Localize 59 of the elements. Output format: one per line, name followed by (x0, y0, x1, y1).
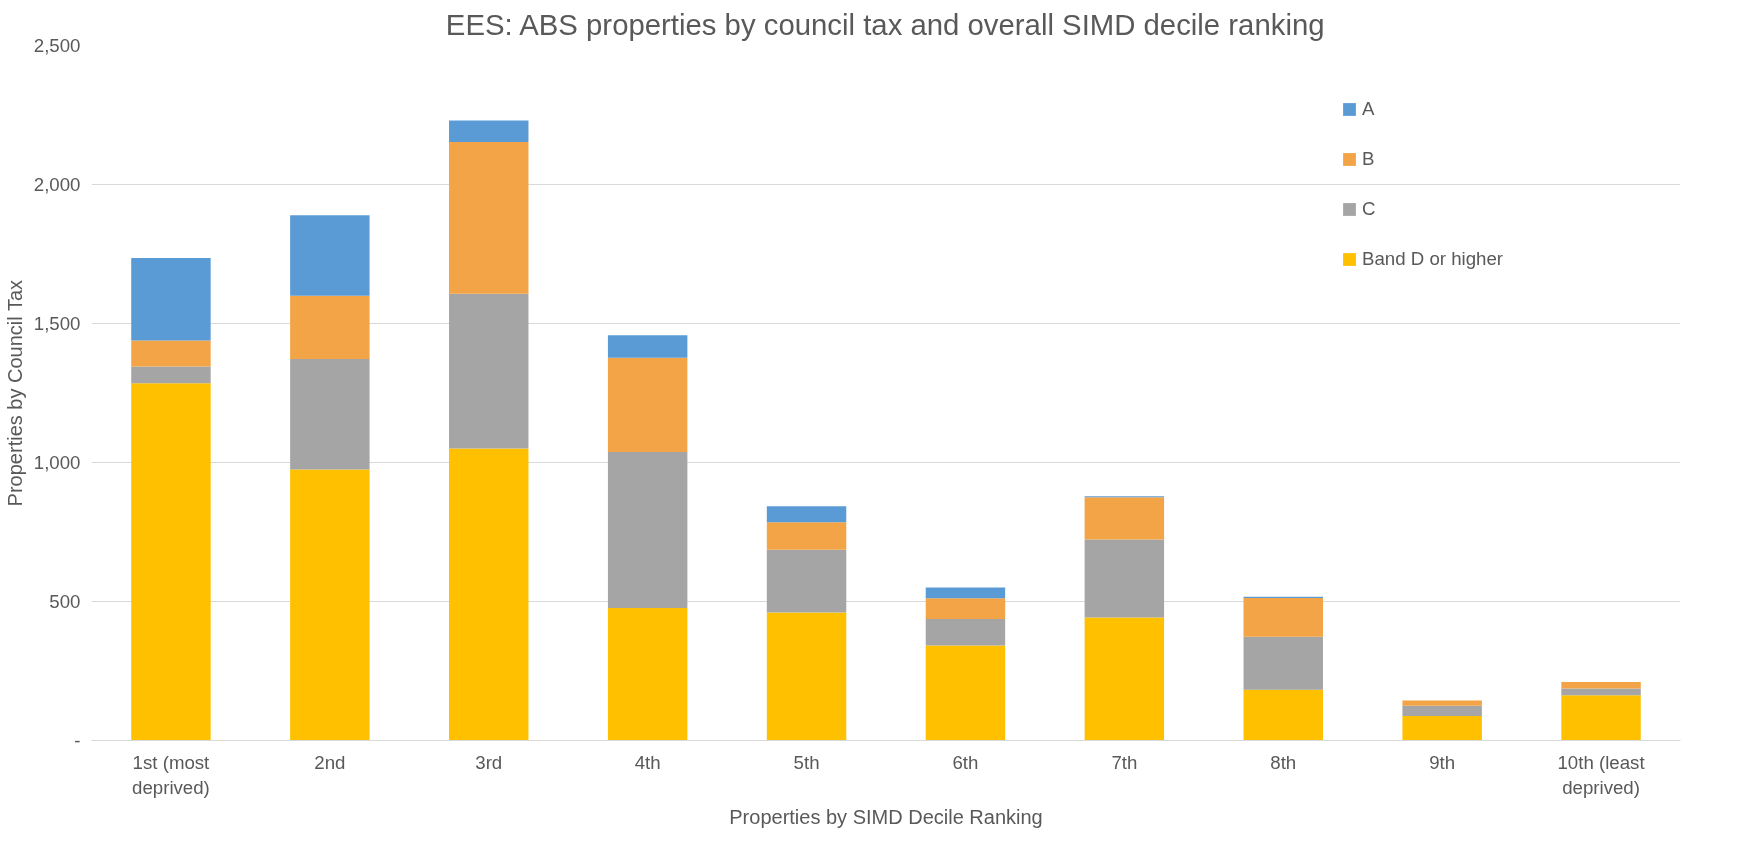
y-tick-label: 500 (49, 591, 81, 612)
x-axis-title: Properties by SIMD Decile Ranking (729, 805, 1043, 828)
bar (607, 607, 688, 741)
x-tick-label: 5th (793, 751, 820, 773)
bar (1561, 695, 1641, 741)
legend-label: Band D or higher (1362, 248, 1504, 270)
bar (925, 587, 1006, 599)
x-tick-label: 2nd (314, 751, 346, 773)
bar (131, 257, 211, 341)
bar (1243, 689, 1323, 741)
x-tick-label: 10th (least deprived) (1557, 751, 1646, 798)
chart-title: EES: ABS properties by council tax and overall SIMD decile ranking (445, 7, 1325, 41)
y-tick-label: 2,500 (33, 35, 81, 56)
bar (131, 383, 211, 741)
bar (449, 120, 529, 142)
bar (1084, 617, 1165, 741)
bar (449, 141, 529, 294)
y-tick-label: - (74, 730, 81, 751)
bar (607, 451, 688, 608)
legend-label: C (1362, 198, 1377, 220)
bar (1402, 700, 1482, 706)
y-tick-label: 2,000 (33, 174, 81, 195)
x-tick-label: 9th (1429, 751, 1456, 773)
bar (1084, 539, 1165, 618)
legend-label: B (1362, 148, 1376, 170)
bar (290, 295, 370, 360)
bar (290, 215, 370, 296)
bar (449, 293, 529, 449)
bar (925, 619, 1006, 646)
bar (1561, 688, 1641, 696)
x-tick-label: 3rd (475, 751, 503, 773)
bar (766, 549, 847, 613)
bar (607, 357, 688, 452)
bar (925, 645, 1006, 741)
bar (766, 506, 847, 523)
x-tick-label: 6th (952, 751, 979, 773)
legend-label: A (1362, 98, 1376, 120)
bar (131, 340, 211, 367)
x-tick-label: 4th (634, 751, 661, 773)
bar (1084, 497, 1165, 540)
bar (1402, 705, 1482, 717)
bar (1402, 716, 1482, 741)
bar (1243, 636, 1323, 690)
bar (290, 469, 370, 741)
x-tick-label: 8th (1270, 751, 1297, 773)
x-tick-label: 7th (1111, 751, 1138, 773)
x-tick-label: 1st (most deprived) (132, 751, 211, 798)
bar (449, 448, 529, 741)
y-tick-label: 1,000 (33, 452, 81, 473)
y-tick-label: 1,500 (33, 313, 81, 334)
bar (1561, 682, 1641, 689)
bar (766, 522, 847, 550)
bar (925, 598, 1006, 620)
bar (290, 359, 370, 470)
y-axis-title: Properties by Council Tax (3, 279, 26, 507)
bar (766, 612, 847, 741)
bar (1243, 597, 1323, 637)
bar (607, 335, 688, 358)
bar (131, 366, 211, 384)
